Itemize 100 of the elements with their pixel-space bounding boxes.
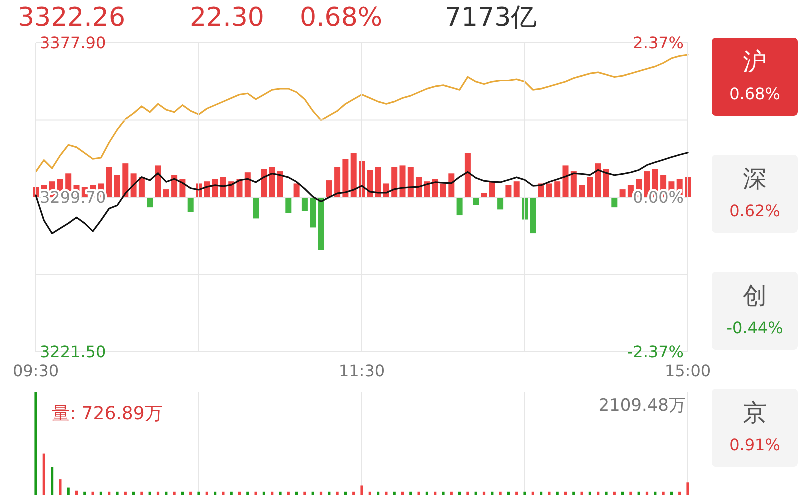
bar	[393, 492, 396, 495]
bar	[140, 492, 144, 495]
bar	[482, 492, 486, 495]
bar	[367, 170, 374, 198]
bar	[546, 184, 552, 198]
bar	[456, 198, 463, 216]
bar	[279, 492, 282, 495]
bar	[304, 492, 306, 495]
bar	[605, 492, 608, 495]
x-tick-label: 09:30	[12, 362, 60, 380]
bar	[310, 198, 316, 228]
text: 22.30	[190, 3, 264, 33]
bar	[261, 169, 268, 198]
bar	[342, 159, 349, 198]
bar	[458, 492, 462, 495]
bar	[564, 492, 568, 495]
bar	[350, 154, 357, 198]
bar	[336, 492, 339, 495]
bar	[450, 492, 453, 495]
bar	[516, 492, 518, 495]
bar	[100, 492, 102, 495]
bar	[368, 492, 372, 495]
bar	[84, 492, 86, 495]
bar	[392, 167, 398, 198]
bar	[514, 182, 520, 198]
bar	[352, 492, 356, 495]
bar	[253, 198, 260, 219]
bar	[426, 492, 428, 495]
bar	[662, 492, 665, 495]
bar	[530, 198, 536, 234]
bar	[440, 184, 446, 198]
bar	[507, 492, 510, 495]
bar	[524, 492, 526, 495]
bar	[328, 492, 331, 495]
bar	[613, 492, 616, 495]
bar	[244, 172, 251, 198]
bar	[466, 492, 470, 495]
bar	[122, 164, 129, 198]
bar	[108, 492, 111, 495]
bar	[198, 492, 200, 495]
bar	[686, 482, 690, 495]
bar	[548, 492, 551, 495]
bar	[156, 492, 160, 495]
bar	[132, 492, 136, 495]
bar	[163, 190, 170, 198]
bar	[385, 492, 388, 495]
bar	[334, 167, 341, 198]
bar	[214, 492, 217, 495]
bar	[499, 492, 502, 495]
bar	[51, 467, 54, 495]
bar	[464, 154, 471, 198]
annotation: 2109.48万	[598, 396, 686, 416]
bar	[434, 492, 437, 495]
bar	[206, 492, 208, 495]
bar	[408, 167, 414, 198]
text: 3322.26	[18, 3, 126, 33]
bar	[532, 492, 534, 495]
bar	[42, 454, 46, 495]
bar	[556, 492, 559, 495]
bar	[400, 166, 406, 198]
bar	[491, 492, 494, 495]
bar	[181, 492, 184, 495]
bar	[59, 480, 62, 495]
bar	[254, 492, 258, 495]
bar	[124, 492, 127, 495]
bar	[620, 190, 626, 198]
bar	[114, 175, 120, 198]
bar	[570, 172, 577, 198]
bar	[238, 492, 242, 495]
y2-tick-label: 2.37%	[633, 34, 684, 52]
text: 0.68%	[300, 3, 383, 33]
bar	[604, 169, 610, 198]
bar	[246, 492, 250, 495]
bar	[287, 492, 290, 495]
bar	[75, 490, 78, 495]
bar	[147, 198, 154, 208]
bar	[106, 167, 112, 198]
bar	[318, 198, 324, 250]
bar	[678, 492, 682, 495]
bar	[498, 198, 504, 210]
bar	[630, 492, 632, 495]
y2-tick-label: -2.37%	[627, 342, 684, 362]
bar	[554, 182, 561, 198]
y-tick-label: 3377.90	[40, 34, 106, 52]
bar	[670, 492, 673, 495]
bar	[165, 492, 168, 495]
bar	[326, 180, 332, 198]
bar	[612, 198, 618, 208]
bar	[271, 492, 274, 495]
bar	[262, 492, 266, 495]
bar	[296, 492, 298, 495]
y-tick-label: 3221.50	[40, 342, 106, 362]
bar	[473, 198, 480, 206]
bar	[278, 172, 284, 198]
bar	[595, 164, 602, 198]
bar	[638, 492, 640, 495]
x-tick-label: 15:00	[664, 362, 712, 380]
bar	[173, 492, 176, 495]
bar	[344, 492, 347, 495]
bar	[190, 492, 192, 495]
